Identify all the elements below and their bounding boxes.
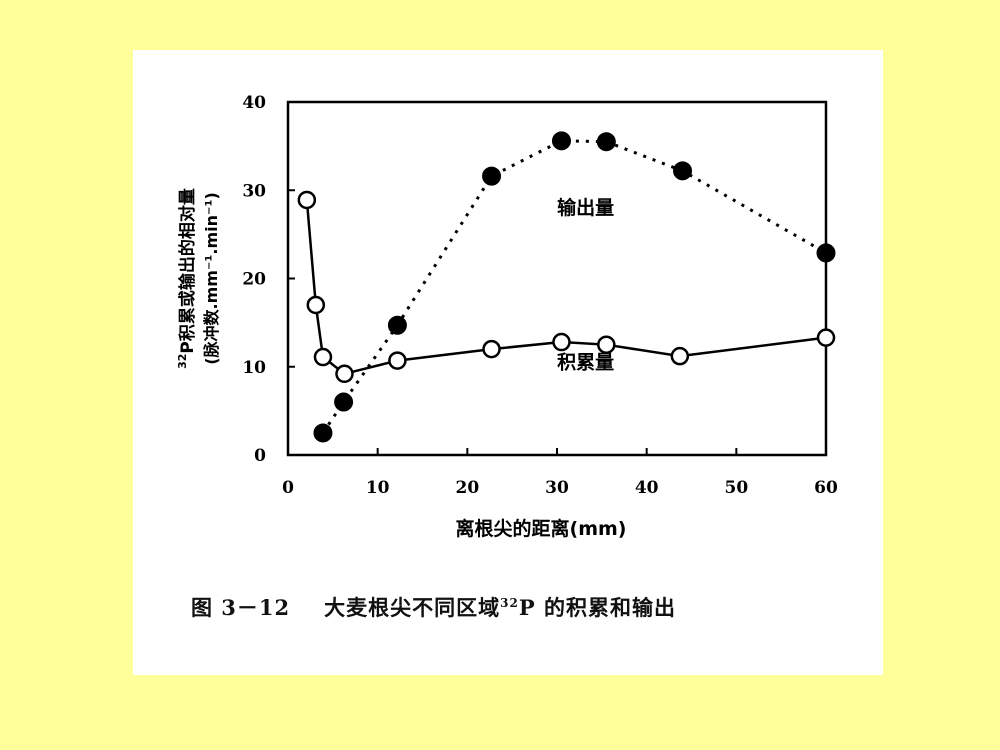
data-points (297, 131, 836, 443)
x-tick-label: 40 (635, 478, 659, 498)
filled-point (816, 243, 836, 263)
caption-superscript: 32 (500, 596, 519, 610)
open-point (335, 364, 354, 384)
figure-card: 0 10 20 30 40 50 60 0 10 20 30 40 离根尖的距离(mm) 32P积累或输出… (133, 50, 883, 675)
open-point (597, 335, 616, 354)
axes (286, 100, 828, 457)
open-point (482, 339, 501, 359)
x-tick-label: 60 (814, 478, 838, 498)
y-tick-label: 10 (242, 358, 266, 378)
x-axis-label: 离根尖的距离(mm) (456, 517, 627, 540)
open-point (297, 190, 317, 210)
caption-text-before: 大麦根尖不同区域 (324, 595, 501, 620)
x-tick-label: 20 (455, 478, 479, 498)
y-axis-label-unit: (脉冲数.mm⁻¹.min⁻¹) (202, 192, 221, 365)
x-tick-label: 30 (545, 478, 569, 498)
filled-point (673, 161, 693, 181)
open-point (306, 295, 326, 315)
filled-point (596, 132, 616, 152)
caption-text-after: P 的积累和输出 (518, 595, 676, 620)
open-point (313, 347, 333, 367)
open-point (816, 328, 836, 347)
filled-point (334, 392, 354, 412)
series-line-2 (305, 199, 827, 376)
filled-point (313, 423, 333, 443)
series-lines (305, 139, 827, 434)
y-axis-label-main: 32P积累或输出的相对量 (176, 188, 198, 369)
open-point (670, 346, 690, 366)
y-tick-label: 0 (254, 446, 266, 466)
x-tick-label: 0 (282, 478, 294, 498)
series-label-2: 积累量 (557, 352, 614, 374)
series-label-1: 输出量 (557, 196, 614, 219)
filled-point (482, 166, 502, 186)
caption-prefix: 图 3－12 (191, 595, 291, 620)
y-tick-label: 40 (242, 93, 266, 113)
y-tick-label: 30 (242, 181, 266, 201)
chart: 0 10 20 30 40 50 60 0 10 20 30 40 离根尖的距离(mm) 32P积累或输出… (176, 93, 838, 540)
y-axis-label: 32P积累或输出的相对量 (脉冲数.mm⁻¹.min⁻¹) (176, 188, 221, 369)
open-point (552, 332, 571, 352)
chart-labels: 0 10 20 30 40 50 60 0 10 20 30 40 离根尖的距离(mm) 32P积累或输出… (176, 93, 838, 540)
y-axis-label-text: P积累或输出的相对量 (177, 188, 198, 353)
plot-frame (286, 100, 828, 457)
x-tick-label: 10 (366, 478, 390, 498)
y-axis-label-superscript: 32 (176, 354, 189, 369)
series-line-1 (321, 139, 827, 434)
open-point (388, 351, 407, 370)
figure-caption: 图 3－12 大麦根尖不同区域32P 的积累和输出 (191, 592, 676, 622)
filled-point (551, 131, 571, 151)
y-tick-label: 20 (242, 270, 266, 290)
x-tick-label: 50 (724, 478, 748, 498)
filled-point (387, 315, 407, 335)
